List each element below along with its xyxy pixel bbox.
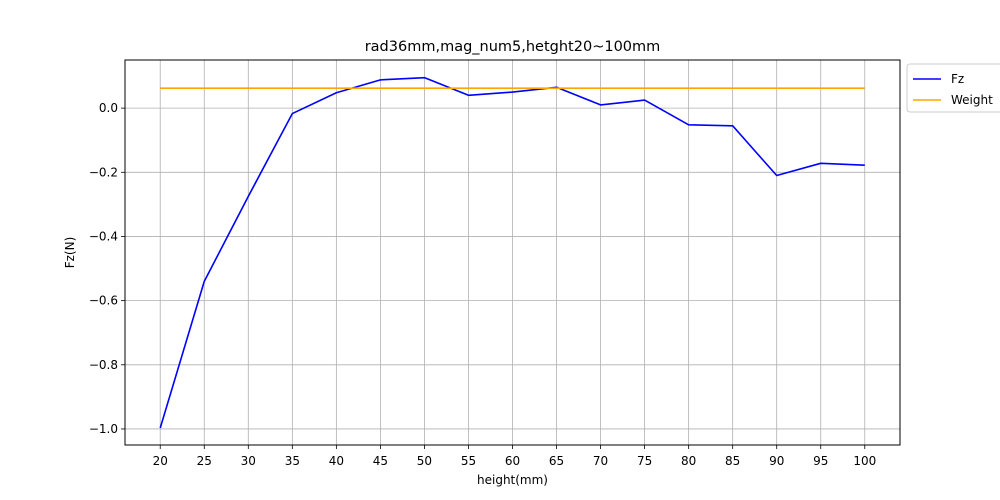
x-tick-label: 40 [329,454,344,468]
x-tick-label: 85 [725,454,740,468]
x-tick-label: 30 [241,454,256,468]
x-tick-label: 95 [813,454,828,468]
x-tick-label: 80 [681,454,696,468]
x-tick-label: 45 [373,454,388,468]
y-axis-ticks: −1.0 −0.8 −0.6 −0.4 −0.2 0.0 [89,101,125,436]
y-tick-label: −0.2 [89,165,118,179]
x-axis-ticks: 20 25 30 35 40 45 50 55 60 65 70 75 80 85 90 95 100 [153,445,876,468]
legend-label-fz: Fz [951,72,964,86]
x-tick-label: 25 [197,454,212,468]
x-tick-label: 65 [549,454,564,468]
y-tick-label: 0.0 [99,101,118,115]
chart-title: rad36mm,mag_num5,hetght20~100mm [365,39,661,55]
y-axis-label: Fz(N) [63,237,77,269]
grid [125,60,900,445]
x-tick-label: 60 [505,454,520,468]
x-tick-label: 100 [853,454,876,468]
x-tick-label: 75 [637,454,652,468]
x-tick-label: 55 [461,454,476,468]
y-tick-label: −1.0 [89,422,118,436]
x-axis-label: height(mm) [477,473,548,487]
x-tick-label: 70 [593,454,608,468]
y-tick-label: −0.4 [89,229,118,243]
x-tick-label: 50 [417,454,432,468]
series-line-fz [159,76,865,429]
x-tick-label: 35 [285,454,300,468]
series-lines [159,76,865,429]
y-tick-label: −0.6 [89,294,118,308]
x-tick-label: 20 [153,454,168,468]
legend: Fz Weight [906,63,1000,113]
y-tick-label: −0.8 [89,358,118,372]
legend-label-weight: Weight [951,93,993,107]
x-tick-label: 90 [769,454,784,468]
